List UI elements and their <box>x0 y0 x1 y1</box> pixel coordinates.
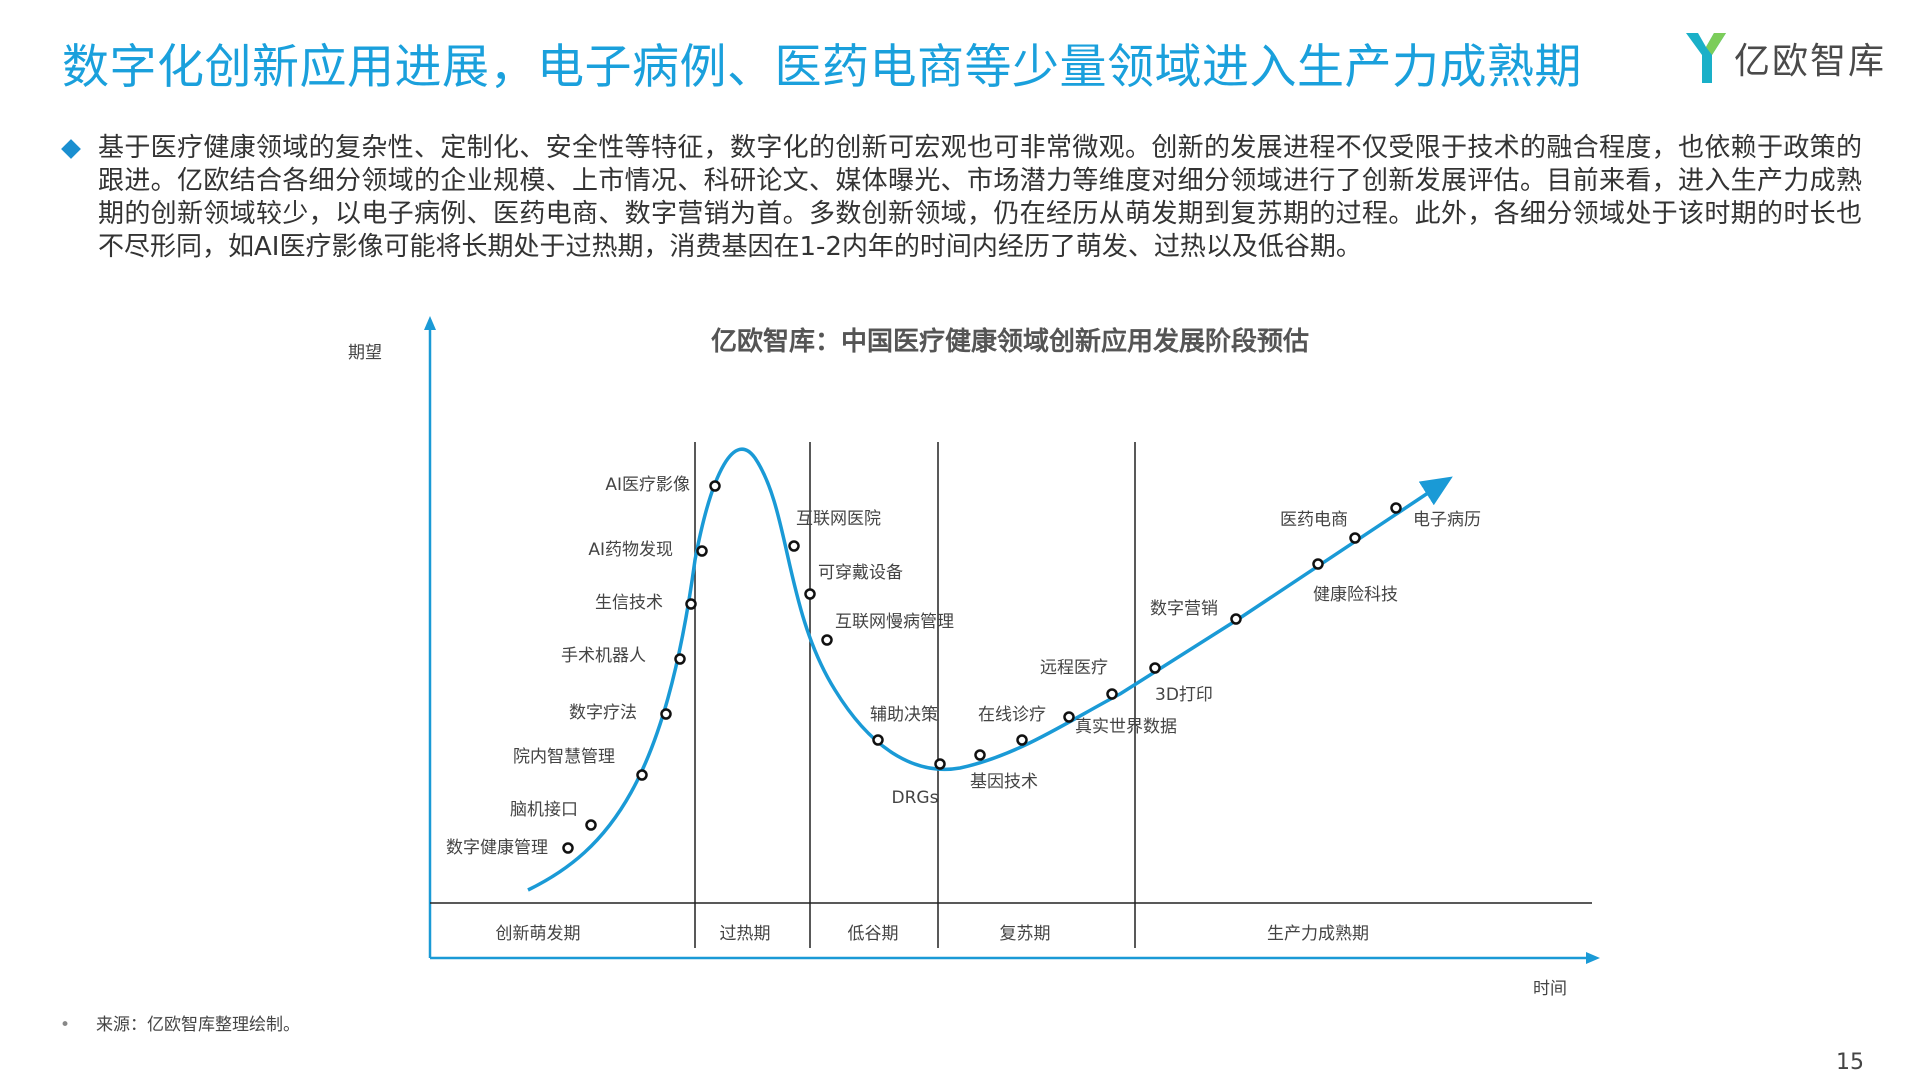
data-point: 基因技术 <box>970 749 1038 792</box>
data-point: 数字营销 <box>1150 599 1242 625</box>
point-label: 真实世界数据 <box>1075 717 1177 737</box>
point-marker <box>1106 688 1118 700</box>
point-label: 医药电商 <box>1280 510 1348 530</box>
phase-label: 生产力成熟期 <box>1267 923 1369 944</box>
diagram-title: 亿欧智库：中国医疗健康领域创新应用发展阶段预估 <box>711 326 1309 357</box>
point-marker <box>788 540 800 552</box>
point-label: DRGs <box>892 788 939 808</box>
point-layer: 数字健康管理 脑机接口 院内智慧管理 数字疗法 手术机器人 生信技术 AI药物发现 AI医疗影… <box>446 475 1481 858</box>
hype-curve <box>527 447 1441 892</box>
data-point: 数字疗法 <box>569 703 672 723</box>
intro-text: 基于医疗健康领域的复杂性、定制化、安全性等特征，数字化的创新可宏观也可非常微观。… <box>98 133 1862 262</box>
phase-label: 创新萌发期 <box>496 924 581 944</box>
brand-logo: 亿欧智库 <box>1684 28 1886 88</box>
point-marker <box>636 769 648 781</box>
point-marker <box>1230 613 1242 625</box>
intro-paragraph: 基于医疗健康领域的复杂性、定制化、安全性等特征，数字化的创新可宏观也可非常微观。… <box>61 132 1862 264</box>
logo-mark-icon <box>1686 33 1726 83</box>
logo-text: 亿欧智库 <box>1734 41 1887 82</box>
point-label: 电子病历 <box>1413 510 1481 530</box>
point-label: 院内智慧管理 <box>513 747 615 767</box>
point-marker <box>934 758 946 770</box>
point-marker <box>804 588 816 600</box>
data-point: 电子病历 <box>1390 502 1481 530</box>
point-label: 可穿戴设备 <box>818 563 903 583</box>
point-label: 健康险科技 <box>1313 585 1398 605</box>
point-marker <box>1016 734 1028 746</box>
data-point: 互联网医院 <box>788 509 881 552</box>
phase-label: 过热期 <box>720 924 771 944</box>
point-label: 远程医疗 <box>1040 658 1108 678</box>
data-point: 可穿戴设备 <box>804 563 903 600</box>
data-point: 手术机器人 <box>561 646 686 666</box>
point-label: 在线诊疗 <box>978 705 1046 725</box>
point-marker <box>1063 711 1075 723</box>
data-point: 辅助决策 <box>870 705 938 746</box>
x-axis-arrow-icon <box>1586 952 1600 964</box>
point-marker <box>1390 502 1402 514</box>
point-marker <box>1349 532 1361 544</box>
data-point: 生信技术 <box>595 593 697 613</box>
data-point: 3D打印 <box>1149 662 1213 705</box>
point-label: 数字营销 <box>1150 599 1218 619</box>
point-marker <box>821 634 833 646</box>
point-marker <box>660 708 672 720</box>
point-label: 手术机器人 <box>561 646 646 666</box>
point-label: 基因技术 <box>970 772 1038 792</box>
data-point: 健康险科技 <box>1312 558 1398 605</box>
data-point: AI医疗影像 <box>605 475 721 495</box>
page-number: 15 <box>1836 1050 1864 1075</box>
point-marker <box>562 842 574 854</box>
point-marker <box>872 734 884 746</box>
data-point: DRGs <box>892 758 946 808</box>
data-point: 在线诊疗 <box>978 705 1046 746</box>
data-point: 真实世界数据 <box>1063 711 1177 737</box>
y-axis-arrow-icon <box>424 316 436 330</box>
data-point: 远程医疗 <box>1040 658 1118 700</box>
source-text: 来源：亿欧智库整理绘制。 <box>96 1015 301 1035</box>
point-marker <box>1149 662 1161 674</box>
point-label: 数字健康管理 <box>446 838 548 858</box>
y-axis-label: 期望 <box>348 343 382 363</box>
point-label: AI药物发现 <box>588 540 673 560</box>
data-point: 互联网慢病管理 <box>821 611 954 646</box>
point-label: 脑机接口 <box>510 800 578 820</box>
x-axis-label: 时间 <box>1533 979 1567 999</box>
point-marker <box>696 545 708 557</box>
point-label: 数字疗法 <box>569 703 637 723</box>
source-note: • 来源：亿欧智库整理绘制。 <box>60 1010 300 1035</box>
point-label: 互联网慢病管理 <box>835 611 954 632</box>
curve-arrow-icon <box>1418 476 1453 506</box>
point-label: 3D打印 <box>1155 685 1213 705</box>
source-bullet: • <box>60 1015 71 1035</box>
point-marker <box>585 819 597 831</box>
point-label: 辅助决策 <box>870 705 938 725</box>
data-point: 院内智慧管理 <box>513 747 648 781</box>
data-point: 数字健康管理 <box>446 838 574 858</box>
point-label: 互联网医院 <box>796 509 881 529</box>
phase-label: 复苏期 <box>1000 924 1051 944</box>
data-point: 医药电商 <box>1280 510 1361 544</box>
point-marker <box>974 749 986 761</box>
point-marker <box>709 480 721 492</box>
point-label: 生信技术 <box>595 593 663 613</box>
point-marker <box>674 653 686 665</box>
phase-label: 低谷期 <box>848 924 899 944</box>
data-point: 脑机接口 <box>510 800 597 831</box>
data-point: AI药物发现 <box>588 540 708 560</box>
point-marker <box>1312 558 1324 570</box>
point-label: AI医疗影像 <box>605 475 690 495</box>
page-title: 数字化创新应用进展，电子病例、医药电商等少量领域进入生产力成熟期 <box>62 40 1582 95</box>
point-marker <box>685 598 697 610</box>
